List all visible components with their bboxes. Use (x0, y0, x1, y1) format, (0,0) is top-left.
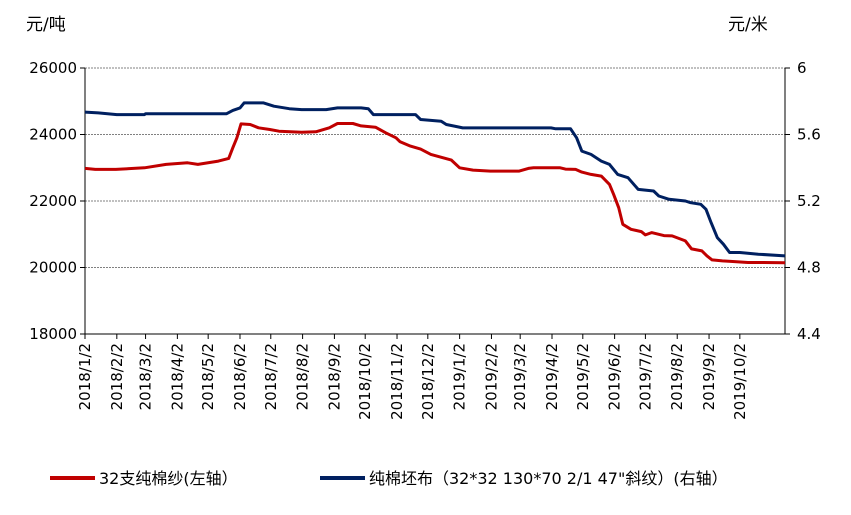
series-line-fabric (84, 101, 786, 258)
x-axis-tick-label: 2019/8/2 (668, 343, 686, 410)
left-axis-tick-label: 24000 (29, 126, 77, 144)
left-axis-unit: 元/吨 (26, 15, 66, 35)
x-axis-tick-label: 2018/7/2 (262, 343, 280, 410)
x-axis-tick-label: 2019/2/2 (482, 343, 500, 410)
legend: 32支纯棉纱(左轴） 纯棉坯布（32*32 130*70 2/1 47"斜纹）(… (50, 469, 728, 488)
x-axis-tick-label: 2019/10/2 (731, 343, 749, 420)
legend-label-yarn: 32支纯棉纱(左轴） (99, 469, 238, 488)
x-axis-tick-label: 2019/3/2 (511, 343, 529, 410)
x-axis-tick-label: 2018/8/2 (294, 343, 312, 410)
label-layer: 元/吨 元/米 (26, 15, 768, 35)
x-axis-tick-label: 2018/10/2 (356, 343, 374, 420)
x-axis-tick-label: 2019/6/2 (606, 343, 624, 410)
x-axis-tick-label: 2019/5/2 (574, 343, 592, 410)
x-axis-tick-label: 2018/12/2 (419, 343, 437, 420)
right-axis-tick-label: 5.2 (797, 192, 821, 210)
right-axis-tick-label: 4.8 (797, 259, 821, 277)
axes-layer: 18000 20000 22000 24000 26000 4.4 4.8 5.2 5.6 6 20… (29, 59, 821, 420)
x-axis-tick-label: 2018/9/2 (325, 343, 343, 410)
x-axis-tick-label: 2018/2/2 (108, 343, 126, 410)
right-axis-tick-label: 5.6 (797, 126, 821, 144)
left-axis-tick-label: 20000 (29, 259, 77, 277)
series-layer (84, 101, 786, 265)
right-axis-unit: 元/米 (728, 15, 768, 35)
x-axis-tick-label: 2019/1/2 (451, 343, 469, 410)
right-axis-tick-label: 6 (797, 59, 807, 77)
left-axis-tick-label: 26000 (29, 59, 77, 77)
left-axis-tick-label: 22000 (29, 192, 77, 210)
x-axis-tick-label: 2019/7/2 (636, 343, 654, 410)
left-axis-tick-label: 18000 (29, 325, 77, 343)
x-axis-tick-label: 2019/4/2 (543, 343, 561, 410)
x-axis-tick-label: 2018/5/2 (199, 343, 217, 410)
x-axis-tick-label: 2019/9/2 (700, 343, 718, 410)
x-axis-tick-label: 2018/1/2 (76, 343, 94, 410)
right-axis-tick-label: 4.4 (797, 325, 821, 343)
legend-label-fabric: 纯棉坯布（32*32 130*70 2/1 47"斜纹）(右轴） (369, 469, 728, 488)
x-axis-tick-label: 2018/4/2 (168, 343, 186, 410)
grid-layer (85, 67, 785, 268)
x-axis-tick-label: 2018/3/2 (137, 343, 155, 410)
x-axis-tick-label: 2018/6/2 (231, 343, 249, 410)
x-axis-tick-label: 2018/11/2 (388, 343, 406, 420)
series-line-yarn (84, 122, 786, 265)
